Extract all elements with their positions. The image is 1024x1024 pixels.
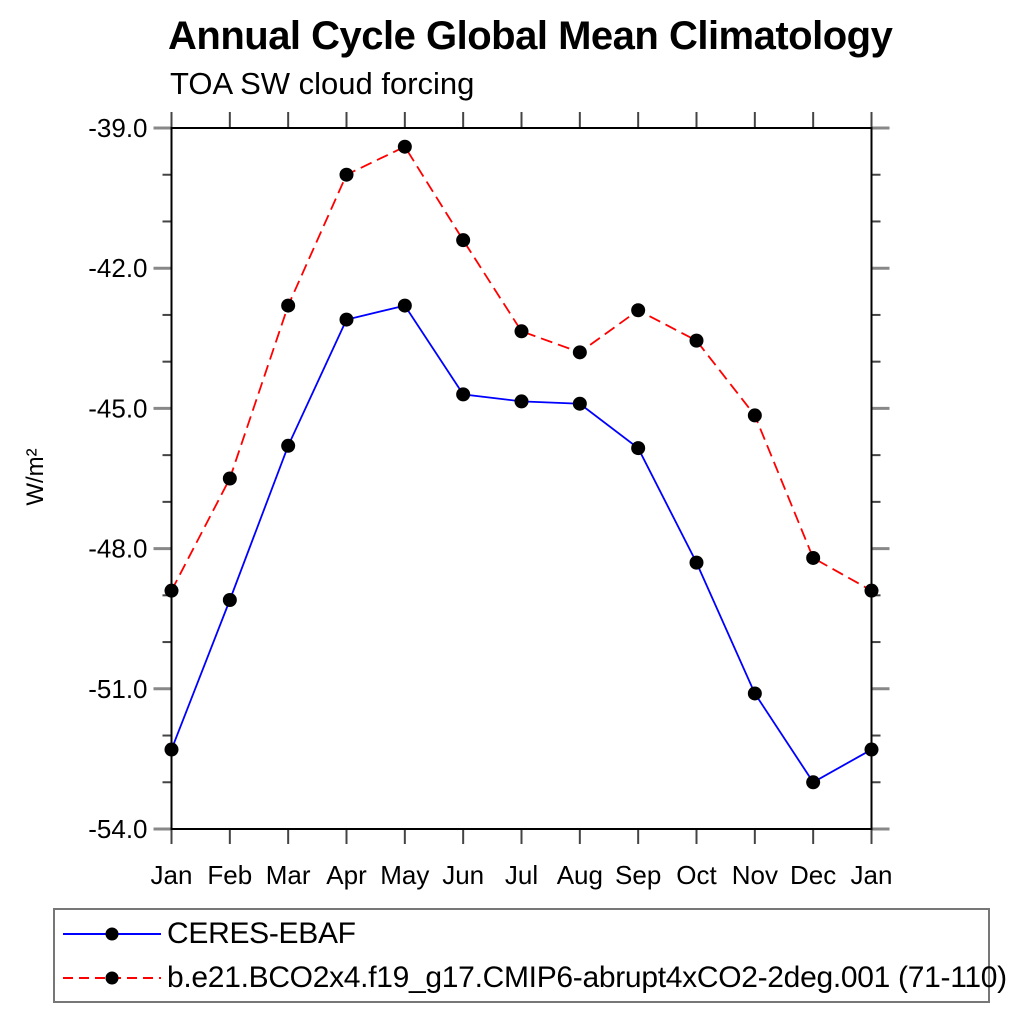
- x-axis-ticks: Jan Feb Mar Apr May Jun Jul Aug Sep Oct Nov Dec Jan: [151, 112, 893, 890]
- data-point-marker: [397, 298, 412, 313]
- x-tick-label: Apr: [326, 860, 367, 890]
- x-tick-label: Oct: [676, 860, 717, 890]
- chart-title: Annual Cycle Global Mean Climatology: [168, 14, 893, 58]
- data-point-marker: [864, 583, 879, 598]
- legend-label-ceres-ebaf: CERES-EBAF: [167, 916, 356, 950]
- x-tick-label: Sep: [615, 860, 661, 890]
- data-point-marker: [864, 742, 879, 757]
- x-tick-label: Jun: [442, 860, 484, 890]
- x-tick-label: May: [380, 860, 429, 890]
- data-point-marker: [806, 775, 821, 790]
- x-tick-label: Nov: [732, 860, 778, 890]
- x-tick-label: Aug: [557, 860, 603, 890]
- y-tick-label: -54.0: [88, 814, 147, 844]
- plot-frame: [170, 127, 873, 830]
- data-point-marker: [572, 396, 587, 411]
- x-tick-label: Dec: [790, 860, 836, 890]
- data-point-marker: [281, 298, 296, 313]
- data-point-marker: [631, 303, 646, 318]
- data-point-marker: [572, 345, 587, 360]
- data-point-marker: [456, 387, 471, 402]
- y-tick-label: -51.0: [88, 674, 147, 704]
- data-point-marker: [747, 686, 762, 701]
- x-tick-label: Jan: [151, 860, 193, 890]
- data-point-marker: [456, 233, 471, 248]
- series-line-0: [170, 304, 872, 784]
- data-point-marker: [514, 324, 529, 339]
- data-point-marker: [222, 593, 237, 608]
- y-tick-label: -45.0: [88, 393, 147, 423]
- x-tick-label: Jan: [851, 860, 893, 890]
- data-point-marker: [164, 583, 179, 598]
- x-tick-label: Mar: [266, 860, 311, 890]
- data-point-marker: [339, 167, 354, 182]
- data-point-marker: [222, 471, 237, 486]
- solid-line-marker-swatch: [63, 927, 161, 940]
- data-point-marker: [514, 394, 529, 409]
- data-point-marker: [339, 312, 354, 327]
- data-point-marker: [689, 555, 704, 570]
- legend-item-model-run: b.e21.BCO2x4.f19_g17.CMIP6-abrupt4xCO2-2…: [55, 957, 1007, 999]
- y-tick-label: -48.0: [88, 534, 147, 564]
- dashed-line-marker-swatch: [63, 971, 161, 984]
- data-point-marker: [747, 408, 762, 423]
- y-axis-ticks: -39.0 -42.0 -45.0 -48.0 -51.0 -54.0: [88, 113, 890, 844]
- legend-box: CERES-EBAF b.e21.BCO2x4.f19_g17.CMIP6-ab…: [53, 908, 1007, 1003]
- data-point-marker: [164, 742, 179, 757]
- y-tick-label: -39.0: [88, 113, 147, 143]
- x-tick-label: Jul: [505, 860, 538, 890]
- chart-subtitle: TOA SW cloud forcing: [170, 66, 475, 101]
- data-point-marker: [397, 139, 412, 154]
- data-point-marker: [631, 441, 646, 456]
- data-point-marker: [281, 438, 296, 453]
- legend-item-ceres-ebaf: CERES-EBAF: [55, 913, 988, 955]
- x-tick-label: Feb: [207, 860, 252, 890]
- data-point-marker: [806, 550, 821, 565]
- series-line-1: [170, 145, 872, 592]
- y-tick-label: -42.0: [88, 253, 147, 283]
- legend-label-model-run: b.e21.BCO2x4.f19_g17.CMIP6-abrupt4xCO2-2…: [167, 960, 1007, 994]
- data-point-marker: [689, 333, 704, 348]
